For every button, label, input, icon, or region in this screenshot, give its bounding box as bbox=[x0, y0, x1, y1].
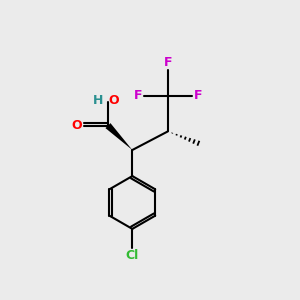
Text: Cl: Cl bbox=[126, 249, 139, 262]
Text: F: F bbox=[194, 89, 202, 102]
Text: F: F bbox=[164, 56, 172, 69]
Text: O: O bbox=[109, 94, 119, 107]
Text: O: O bbox=[71, 119, 82, 132]
Text: H: H bbox=[93, 94, 103, 107]
Polygon shape bbox=[106, 123, 132, 150]
Text: F: F bbox=[134, 89, 142, 102]
